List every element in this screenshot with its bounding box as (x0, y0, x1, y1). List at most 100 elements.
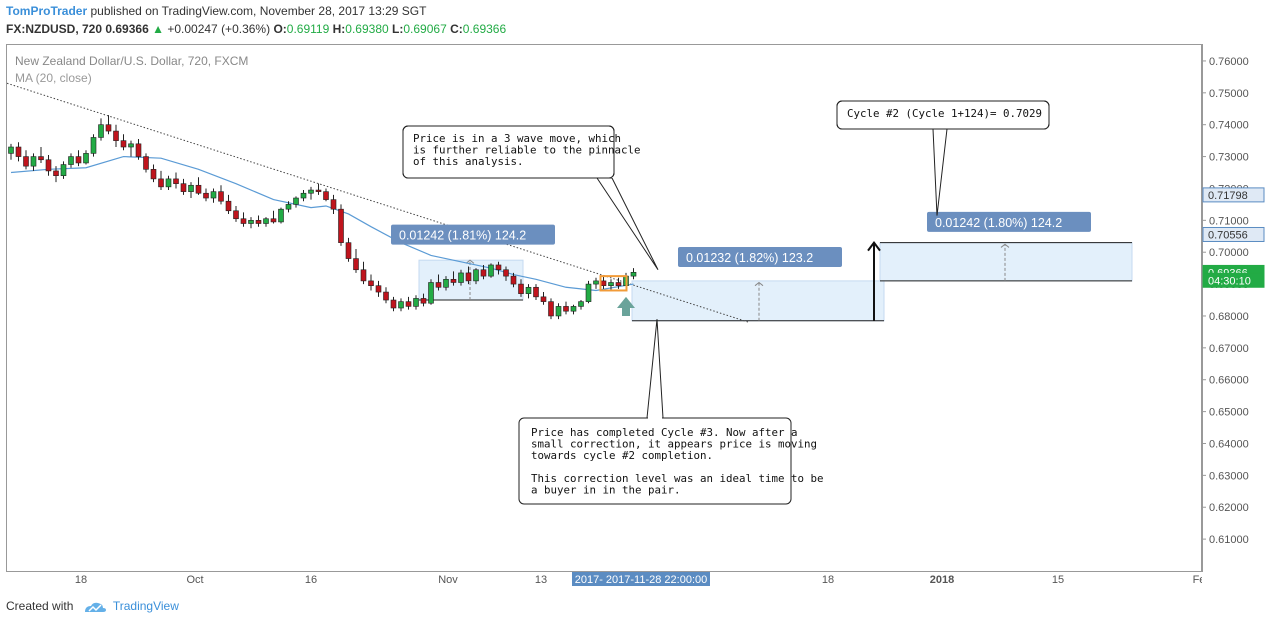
candle[interactable] (330, 194, 337, 214)
candle[interactable] (488, 263, 494, 278)
candle[interactable] (98, 118, 104, 141)
candle[interactable] (375, 280, 382, 297)
candle[interactable] (570, 304, 577, 315)
candle[interactable] (518, 279, 524, 297)
candle[interactable] (128, 140, 134, 157)
candle[interactable] (263, 217, 269, 227)
candle[interactable] (285, 201, 292, 213)
candle[interactable] (345, 237, 352, 262)
candle[interactable] (593, 277, 599, 289)
candle[interactable] (630, 268, 637, 280)
candle[interactable] (180, 178, 187, 195)
candle[interactable] (338, 204, 344, 246)
candle[interactable] (210, 188, 217, 203)
candle[interactable] (15, 142, 22, 162)
candle[interactable] (60, 161, 67, 179)
candle[interactable] (23, 150, 29, 170)
candle[interactable] (585, 280, 592, 304)
candle[interactable] (233, 205, 239, 222)
candle[interactable] (203, 188, 209, 202)
candle[interactable] (173, 172, 179, 189)
candle[interactable] (293, 196, 299, 208)
candle[interactable] (323, 188, 329, 202)
candle[interactable] (540, 292, 547, 305)
candle[interactable] (420, 293, 427, 307)
candle[interactable] (435, 274, 442, 291)
candle[interactable] (30, 153, 37, 171)
candle[interactable] (480, 264, 487, 280)
candle[interactable] (548, 298, 554, 320)
candle[interactable] (240, 212, 247, 227)
tradingview-link[interactable]: TradingView (112, 599, 179, 613)
chart-canvas[interactable]: 0.01242 (1.81%) 124.2 0.01232 (1.82%) 123… (6, 45, 1201, 571)
candle[interactable] (510, 272, 517, 288)
price-tag-bg (1202, 272, 1265, 288)
candle[interactable] (300, 190, 307, 202)
price-tag-label: 0.70556 (1208, 229, 1248, 241)
candle[interactable] (188, 182, 194, 199)
time-axis[interactable]: 18 Oct 16 Nov 13 18 2018 15 Fe 2017- 2017-11-28 2… (6, 572, 1202, 586)
candle[interactable] (315, 183, 322, 195)
candle[interactable] (38, 147, 44, 163)
author-name[interactable]: TomProTrader (6, 4, 88, 18)
candle[interactable] (255, 215, 262, 227)
candle[interactable] (368, 274, 374, 291)
candle[interactable] (165, 175, 172, 191)
candle[interactable] (503, 266, 509, 281)
candle[interactable] (225, 194, 232, 214)
trendline[interactable] (6, 82, 750, 323)
candle[interactable] (143, 153, 149, 173)
candle[interactable] (495, 261, 502, 275)
candle[interactable] (458, 269, 464, 286)
candle[interactable] (533, 284, 539, 301)
candle[interactable] (45, 154, 52, 176)
completion-callout-line: a buyer in in the pair. (531, 484, 681, 497)
candle[interactable] (105, 115, 112, 135)
candle[interactable] (525, 284, 532, 299)
candle[interactable] (390, 296, 397, 312)
candle[interactable] (68, 153, 74, 168)
chart-pane[interactable]: 0.01242 (1.81%) 124.2 0.01232 (1.82%) 123… (6, 44, 1202, 572)
candle[interactable] (90, 134, 97, 157)
candle[interactable] (563, 301, 569, 315)
candle[interactable] (113, 124, 119, 148)
candle[interactable] (608, 279, 614, 291)
candle[interactable] (75, 150, 82, 167)
candle[interactable] (8, 143, 14, 160)
candle[interactable] (53, 166, 59, 183)
candle[interactable] (248, 217, 254, 229)
candle[interactable] (83, 150, 89, 165)
candle[interactable] (120, 134, 127, 151)
candle[interactable] (135, 139, 142, 160)
price-tag-bg (1202, 187, 1265, 203)
candle[interactable] (615, 277, 622, 289)
cycle-callout[interactable]: Cycle #2 (Cycle 1+124)= 0.7029 (836, 100, 1050, 216)
candle[interactable] (150, 164, 157, 183)
candle[interactable] (473, 268, 479, 285)
candle[interactable] (360, 261, 367, 285)
candle[interactable] (278, 207, 284, 224)
candle[interactable] (398, 298, 404, 312)
candle[interactable] (383, 287, 389, 304)
candle[interactable] (218, 185, 224, 205)
price-axis[interactable]: 0.760000.750000.740000.730000.720000.710… (1202, 44, 1265, 572)
measure-box-2[interactable] (631, 280, 885, 322)
candle[interactable] (405, 296, 412, 310)
candle[interactable] (158, 170, 164, 191)
candle[interactable] (555, 303, 562, 320)
candle[interactable] (443, 276, 449, 291)
candle[interactable] (270, 210, 277, 224)
candle[interactable] (578, 300, 584, 310)
correction-highlight[interactable] (599, 275, 628, 292)
candle[interactable] (428, 279, 434, 305)
candle[interactable] (195, 177, 202, 195)
candle[interactable] (353, 249, 359, 273)
completion-callout[interactable]: Price has completed Cycle #3. Now after … (518, 319, 824, 505)
candle[interactable] (600, 276, 607, 289)
candle[interactable] (308, 186, 314, 200)
candle[interactable] (413, 295, 419, 310)
candle[interactable] (465, 266, 472, 285)
candle[interactable] (450, 271, 457, 286)
measure-box-3[interactable] (879, 242, 1133, 282)
